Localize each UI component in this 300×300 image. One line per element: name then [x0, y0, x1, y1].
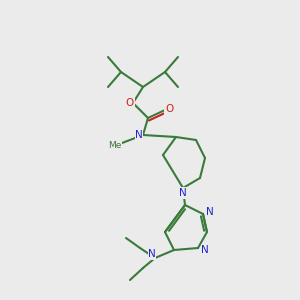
- Text: O: O: [165, 104, 173, 114]
- Text: O: O: [126, 98, 134, 108]
- Text: N: N: [135, 130, 143, 140]
- Text: N: N: [148, 249, 156, 259]
- Text: N: N: [179, 188, 187, 198]
- Text: Me: Me: [108, 142, 122, 151]
- Text: N: N: [206, 207, 214, 217]
- Text: N: N: [201, 245, 209, 255]
